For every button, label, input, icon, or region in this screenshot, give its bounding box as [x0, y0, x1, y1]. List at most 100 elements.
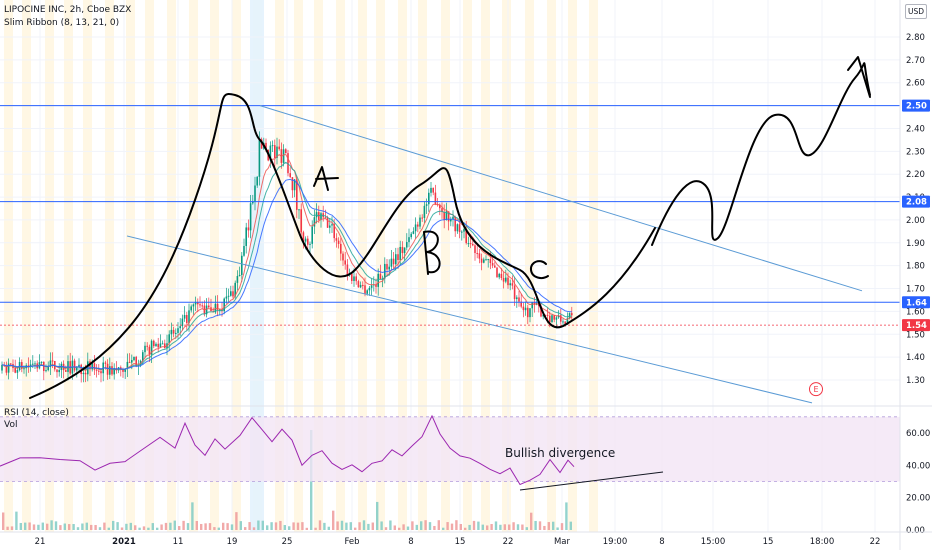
volume-bar: [323, 522, 326, 530]
divergence-trendline[interactable]: [519, 471, 664, 491]
volume-bar: [442, 527, 445, 530]
time-tick-label: Feb: [344, 537, 359, 547]
volume-bar: [362, 520, 366, 530]
volume-bar: [68, 524, 71, 530]
volume-bar: [270, 522, 273, 530]
wave-a-mark[interactable]: [313, 166, 339, 191]
candle-up: [498, 273, 500, 278]
volume-bar: [508, 524, 511, 530]
volume-bar: [389, 520, 392, 530]
candle-up: [311, 226, 313, 244]
price-level-badge[interactable]: [902, 296, 930, 309]
price-level-badge[interactable]: [902, 319, 930, 332]
volume-bar: [142, 526, 146, 530]
candle-up: [181, 318, 184, 327]
candle-down: [51, 360, 54, 362]
price-tick-label: 1.70: [906, 285, 925, 295]
candle-down: [135, 356, 137, 367]
candle-up: [524, 307, 527, 311]
volume-bar: [512, 522, 515, 530]
volume-bar: [468, 524, 471, 530]
candle-down: [502, 277, 505, 282]
indicator-legend[interactable]: Slim Ribbon (8, 13, 21, 0): [4, 18, 120, 28]
time-tick-label: 11: [173, 537, 184, 547]
rsi-tick-label: 60.00: [906, 429, 930, 439]
volume-bar: [41, 522, 44, 530]
wave-c-mark[interactable]: [529, 260, 549, 279]
volume-bar: [274, 522, 278, 530]
volume-bar: [547, 522, 550, 530]
candle-down: [518, 297, 520, 302]
volume-bar: [494, 521, 498, 530]
volume-bar: [525, 527, 528, 530]
volume-bar: [358, 522, 361, 530]
candle-down: [560, 315, 562, 322]
volume-bar: [459, 524, 462, 530]
candle-up: [276, 146, 278, 158]
volume-bar: [327, 526, 330, 530]
volume-bar: [54, 521, 58, 530]
volume-bar: [384, 527, 388, 530]
price-tick-label: 1.60: [906, 307, 925, 317]
rsi-legend[interactable]: RSI (14, close): [4, 408, 69, 418]
candle-down: [474, 245, 476, 254]
price-level-badge[interactable]: [902, 99, 930, 112]
volume-bar: [420, 521, 423, 530]
candle-down: [511, 283, 514, 286]
rsi-annotation: Bullish divergence: [505, 446, 615, 460]
candle-up: [23, 368, 25, 370]
wave-b-mark[interactable]: [423, 230, 441, 275]
volume-bar: [50, 520, 53, 530]
volume-legend[interactable]: Vol: [4, 420, 18, 430]
projection-drawing[interactable]: [651, 62, 871, 246]
candle-up: [331, 224, 333, 226]
candle-down: [84, 372, 87, 375]
candle-down: [289, 173, 291, 178]
volume-bar: [85, 522, 88, 530]
candle-up: [124, 368, 126, 372]
candle-up: [562, 321, 564, 323]
channel-upper-line[interactable]: [259, 105, 863, 292]
volume-bar: [257, 520, 260, 530]
candle-down: [476, 253, 478, 255]
candle-up: [159, 343, 162, 348]
candle-up: [467, 243, 470, 245]
candle-down: [434, 192, 437, 205]
wave-drawing[interactable]: [29, 93, 656, 399]
candle-up: [282, 149, 285, 163]
projection-peak[interactable]: [847, 56, 871, 98]
volume-bar: [195, 520, 198, 530]
volume-bar: [521, 524, 524, 530]
currency-badge[interactable]: USD: [905, 4, 927, 19]
volume-bar: [112, 520, 115, 530]
candle-down: [454, 216, 456, 232]
volume-bar: [252, 527, 256, 530]
price-tick-label: 2.20: [906, 170, 925, 180]
candle-down: [197, 302, 199, 305]
candle-up: [505, 277, 507, 282]
candle-up: [366, 290, 368, 294]
volume-bar: [340, 520, 344, 530]
candle-down: [386, 263, 388, 270]
candle-up: [225, 296, 228, 299]
price-level-badge[interactable]: [902, 195, 930, 208]
volume-bar: [318, 520, 322, 530]
channel-lower-line[interactable]: [126, 235, 813, 404]
volume-bar: [226, 523, 229, 530]
time-tick-label: 2021: [112, 537, 136, 547]
candle-down: [201, 305, 203, 307]
volume-bar: [10, 526, 14, 530]
volume-bar: [428, 522, 432, 530]
candle-up: [249, 203, 252, 231]
time-tick-label: 8: [659, 537, 664, 547]
volume-bar: [244, 527, 247, 530]
event-marker[interactable]: [809, 382, 823, 397]
candle-down: [111, 366, 113, 375]
candle-up: [399, 246, 401, 261]
volume-bar: [393, 525, 396, 530]
volume-bar: [208, 523, 212, 530]
symbol-legend[interactable]: LIPOCINE INC, 2h, Cboe BZX: [4, 5, 132, 15]
candle-down: [157, 343, 159, 348]
candle-down: [465, 229, 467, 244]
